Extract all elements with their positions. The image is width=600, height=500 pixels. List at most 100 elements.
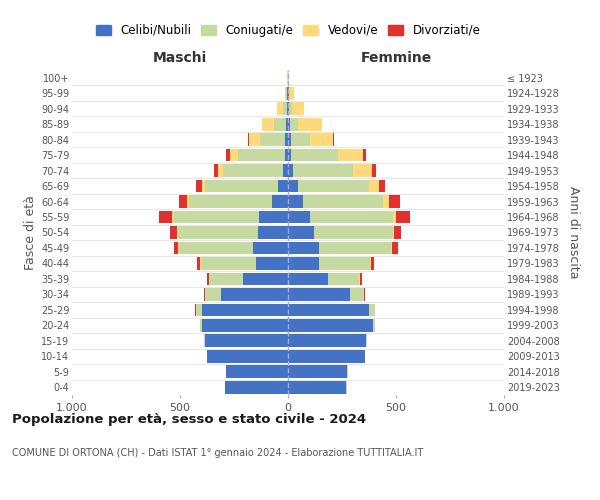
Bar — [221, 288, 288, 300]
Bar — [288, 180, 298, 192]
Bar — [288, 118, 290, 130]
Bar — [202, 180, 205, 192]
Bar — [286, 118, 288, 130]
Bar — [288, 272, 328, 285]
Bar — [392, 242, 398, 254]
Text: Maschi: Maschi — [153, 52, 207, 66]
Text: Popolazione per età, sesso e stato civile - 2024: Popolazione per età, sesso e stato civil… — [12, 412, 366, 426]
Bar — [288, 334, 366, 347]
Bar — [178, 226, 258, 239]
Bar — [207, 350, 288, 362]
Bar — [370, 257, 371, 270]
Bar — [289, 102, 292, 115]
Bar — [290, 118, 298, 130]
Bar — [371, 257, 374, 270]
Bar — [288, 366, 347, 378]
Bar — [319, 257, 370, 270]
Bar — [285, 134, 288, 146]
Text: Femmine: Femmine — [361, 52, 431, 66]
Bar — [288, 134, 291, 146]
Bar — [333, 134, 334, 146]
Bar — [253, 242, 288, 254]
Bar — [310, 210, 393, 224]
Bar — [293, 164, 353, 177]
Bar — [360, 272, 362, 285]
Bar — [283, 102, 287, 115]
Bar — [288, 304, 369, 316]
Bar — [310, 134, 333, 146]
Bar — [200, 257, 256, 270]
Text: COMUNE DI ORTONA (CH) - Dati ISTAT 1° gennaio 2024 - Elaborazione TUTTITALIA.IT: COMUNE DI ORTONA (CH) - Dati ISTAT 1° ge… — [12, 448, 423, 458]
Bar — [287, 87, 288, 100]
Bar — [391, 242, 392, 254]
Bar — [272, 195, 288, 208]
Bar — [226, 366, 288, 378]
Bar — [260, 134, 285, 146]
Bar — [187, 195, 188, 208]
Bar — [242, 272, 288, 285]
Bar — [314, 226, 393, 239]
Bar — [277, 102, 283, 115]
Bar — [256, 257, 288, 270]
Bar — [292, 102, 304, 115]
Bar — [286, 87, 287, 100]
Y-axis label: Fasce di età: Fasce di età — [23, 195, 37, 270]
Bar — [172, 210, 173, 224]
Bar — [159, 210, 172, 224]
Bar — [230, 149, 238, 162]
Bar — [288, 87, 289, 100]
Bar — [364, 288, 365, 300]
Bar — [207, 272, 209, 285]
Bar — [258, 226, 288, 239]
Bar — [259, 210, 288, 224]
Bar — [226, 381, 288, 394]
Bar — [291, 149, 338, 162]
Bar — [288, 381, 346, 394]
Bar — [373, 319, 375, 332]
Bar — [288, 210, 310, 224]
Bar — [177, 226, 178, 239]
Bar — [389, 195, 400, 208]
Bar — [218, 164, 223, 177]
Bar — [197, 257, 200, 270]
Bar — [288, 257, 319, 270]
Bar — [196, 304, 202, 316]
Bar — [287, 102, 288, 115]
Bar — [223, 164, 283, 177]
Bar — [288, 149, 291, 162]
Bar — [298, 180, 369, 192]
Bar — [363, 149, 366, 162]
Bar — [393, 226, 394, 239]
Bar — [285, 149, 288, 162]
Bar — [353, 164, 372, 177]
Bar — [288, 102, 289, 115]
Bar — [288, 226, 314, 239]
Bar — [379, 180, 385, 192]
Bar — [214, 164, 218, 177]
Bar — [372, 164, 376, 177]
Bar — [283, 164, 288, 177]
Bar — [205, 334, 288, 347]
Bar — [288, 288, 350, 300]
Bar — [383, 195, 389, 208]
Bar — [288, 164, 293, 177]
Bar — [328, 272, 359, 285]
Bar — [338, 149, 363, 162]
Bar — [188, 195, 272, 208]
Bar — [274, 118, 286, 130]
Bar — [238, 149, 285, 162]
Bar — [285, 87, 286, 100]
Bar — [298, 118, 322, 130]
Bar — [366, 334, 367, 347]
Bar — [179, 242, 253, 254]
Bar — [173, 210, 259, 224]
Bar — [396, 210, 410, 224]
Bar — [288, 242, 319, 254]
Bar — [209, 272, 242, 285]
Bar — [205, 180, 278, 192]
Bar — [291, 134, 310, 146]
Bar — [204, 334, 205, 347]
Bar — [289, 87, 293, 100]
Bar — [179, 195, 187, 208]
Bar — [288, 350, 365, 362]
